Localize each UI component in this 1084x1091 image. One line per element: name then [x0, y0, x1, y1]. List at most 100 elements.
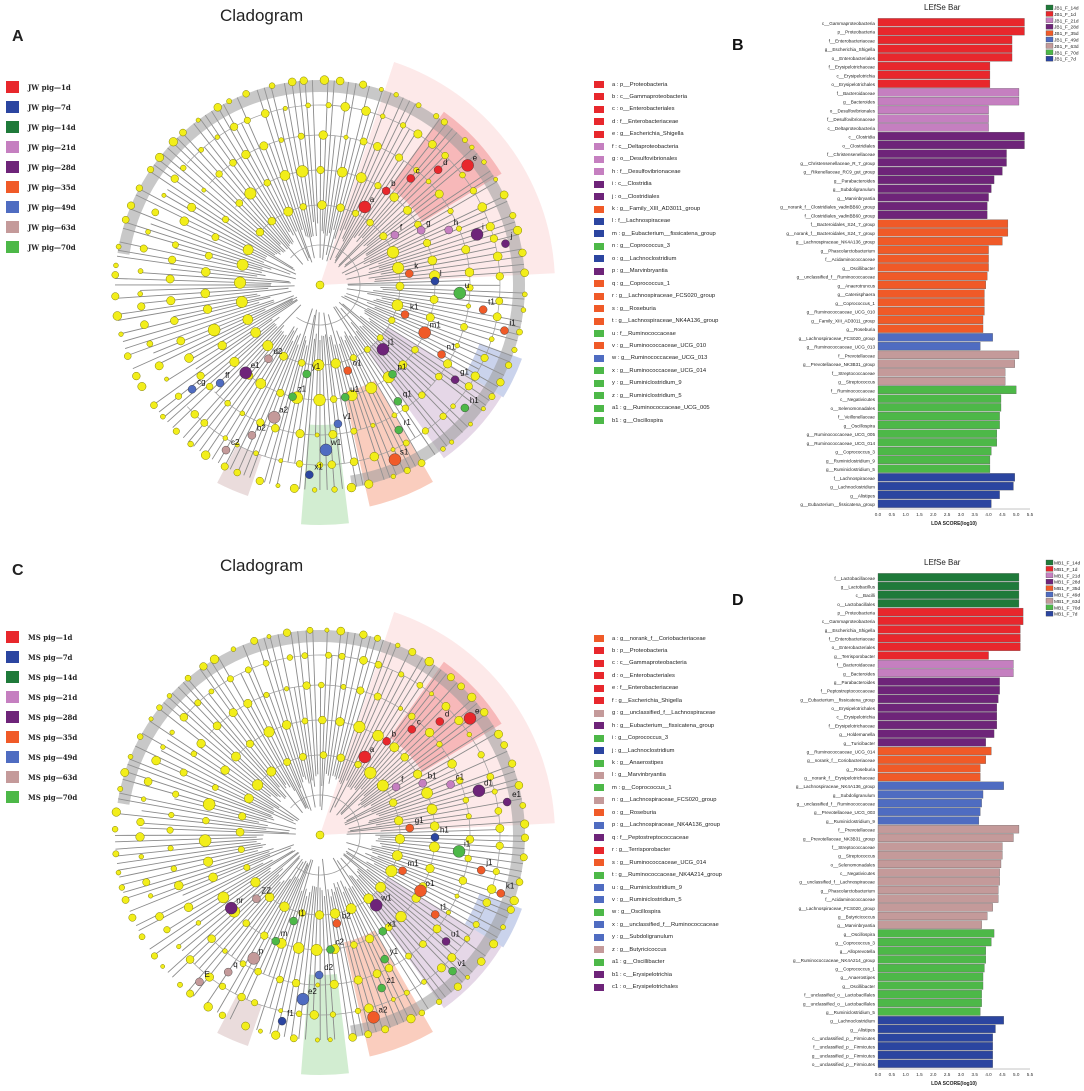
tree-node	[291, 978, 301, 988]
biomarker-node	[288, 392, 297, 401]
tree-node	[520, 819, 530, 829]
tree-node	[118, 331, 124, 337]
tree-branch	[374, 306, 511, 363]
legend-swatch	[6, 671, 19, 683]
tree-branch	[116, 841, 257, 857]
tree-branch	[326, 111, 370, 262]
tree-node	[234, 442, 240, 448]
legend-label: MB1_F_63d	[1054, 599, 1080, 605]
lda-bar	[877, 694, 999, 704]
tree-node	[515, 878, 524, 886]
lda-bar	[877, 350, 1020, 359]
tree-node	[315, 1037, 320, 1043]
legend-label: MB1_F_1d	[1054, 567, 1078, 573]
tree-branch	[177, 686, 286, 799]
lda-bar	[877, 455, 991, 464]
tree-node	[429, 821, 440, 831]
tree-node	[494, 807, 503, 815]
tree-branch	[380, 286, 525, 294]
bar-label: f__Clostridiales_vadinBB60_group	[805, 213, 876, 218]
lda-bar	[877, 911, 988, 921]
tree-node	[421, 787, 433, 799]
legend-swatch	[6, 711, 19, 723]
tree-node	[354, 1007, 361, 1015]
group-legend-item: MS pig—7d	[6, 650, 72, 664]
tree-branch	[263, 145, 310, 259]
tree-branch	[287, 314, 316, 463]
legend-swatch	[6, 181, 19, 193]
tree-node	[172, 790, 180, 798]
bar-label: f__Christensenellaceae	[827, 152, 875, 157]
taxa-legend-label: z : g__Butyricicoccus	[612, 946, 667, 953]
taxa-legend-item: b : c__Gammaproteobacteria	[594, 92, 687, 101]
lda-bar	[877, 720, 997, 730]
tree-node	[521, 833, 529, 842]
lda-bar	[877, 1042, 993, 1051]
tree-node	[150, 952, 158, 960]
tree-branch	[117, 249, 266, 277]
biomarker-node-label: z1	[387, 976, 396, 985]
tree-node	[196, 739, 206, 749]
bar-label: g__Ruminococcaceae_UCG_010	[807, 310, 876, 315]
bar-label: f__Erysipelotrichaceae	[829, 65, 876, 70]
biomarker-node-label: b	[392, 729, 397, 738]
taxa-legend-item: z : g__Butyricicoccus	[594, 945, 666, 954]
tree-node	[328, 430, 338, 439]
biomarker-node	[319, 443, 333, 457]
tree-branch	[150, 844, 294, 898]
tree-node	[266, 634, 272, 639]
tree-branch	[343, 853, 462, 947]
taxa-legend-item: x : g__unclassified_f__Ruminococcaceae	[594, 920, 719, 929]
taxa-legend-item: c1 : o__Erysipelotrichales	[594, 983, 678, 992]
tree-node	[179, 713, 189, 722]
biomarker-node-label: w1	[380, 893, 392, 902]
tree-node	[166, 826, 174, 834]
lda-bar	[877, 123, 989, 132]
group-legend-item: MS pig—21d	[6, 690, 77, 704]
tree-node	[436, 998, 443, 1005]
taxa-legend-item: k : g__Anaerostipes	[594, 759, 663, 768]
tree-node	[481, 159, 487, 165]
tree-node	[299, 753, 307, 761]
tree-branch	[264, 336, 307, 483]
tree-node	[443, 359, 453, 369]
tree-node	[297, 132, 305, 140]
tree-branch	[328, 83, 357, 234]
taxa-legend-label: q : g__Coprococcus_1	[612, 280, 671, 287]
biomarker-node	[463, 712, 477, 725]
taxa-legend-label: j : g__Lachnoclostridium	[612, 747, 675, 754]
tree-branch	[204, 665, 287, 785]
tree-node	[376, 334, 384, 342]
legend-swatch	[6, 241, 19, 253]
taxa-legend-item: o : g__Lachnoclostridium	[594, 254, 676, 263]
tree-node	[349, 354, 357, 362]
tree-node	[494, 729, 503, 739]
tree-node	[287, 77, 297, 87]
legend-swatch	[594, 659, 604, 667]
lda-bar	[877, 955, 986, 964]
tree-node	[459, 171, 466, 179]
bar-label: g__Coprococcus_1	[835, 967, 875, 972]
legend-swatch	[594, 921, 604, 929]
tree-node	[156, 704, 163, 711]
tree-branch	[162, 153, 281, 253]
biomarker-node	[478, 305, 488, 314]
tree-node	[330, 358, 341, 369]
tree-node	[238, 812, 247, 821]
tree-node	[301, 717, 309, 725]
legend-swatch	[6, 221, 19, 233]
tree-node	[492, 868, 500, 876]
tree-node	[403, 205, 412, 215]
tree-branch	[187, 881, 281, 992]
tree-branch	[324, 334, 343, 489]
tree-node	[518, 248, 527, 257]
bar-label: g__Oscillospira	[844, 423, 876, 428]
tree-branch	[140, 287, 289, 304]
legend-swatch	[6, 121, 19, 133]
lda-bar	[877, 668, 1014, 677]
legend-swatch	[1045, 566, 1054, 572]
tree-node	[386, 246, 400, 259]
biomarker-node	[376, 343, 390, 356]
lda-bar	[877, 333, 993, 342]
tree-node	[281, 720, 292, 730]
